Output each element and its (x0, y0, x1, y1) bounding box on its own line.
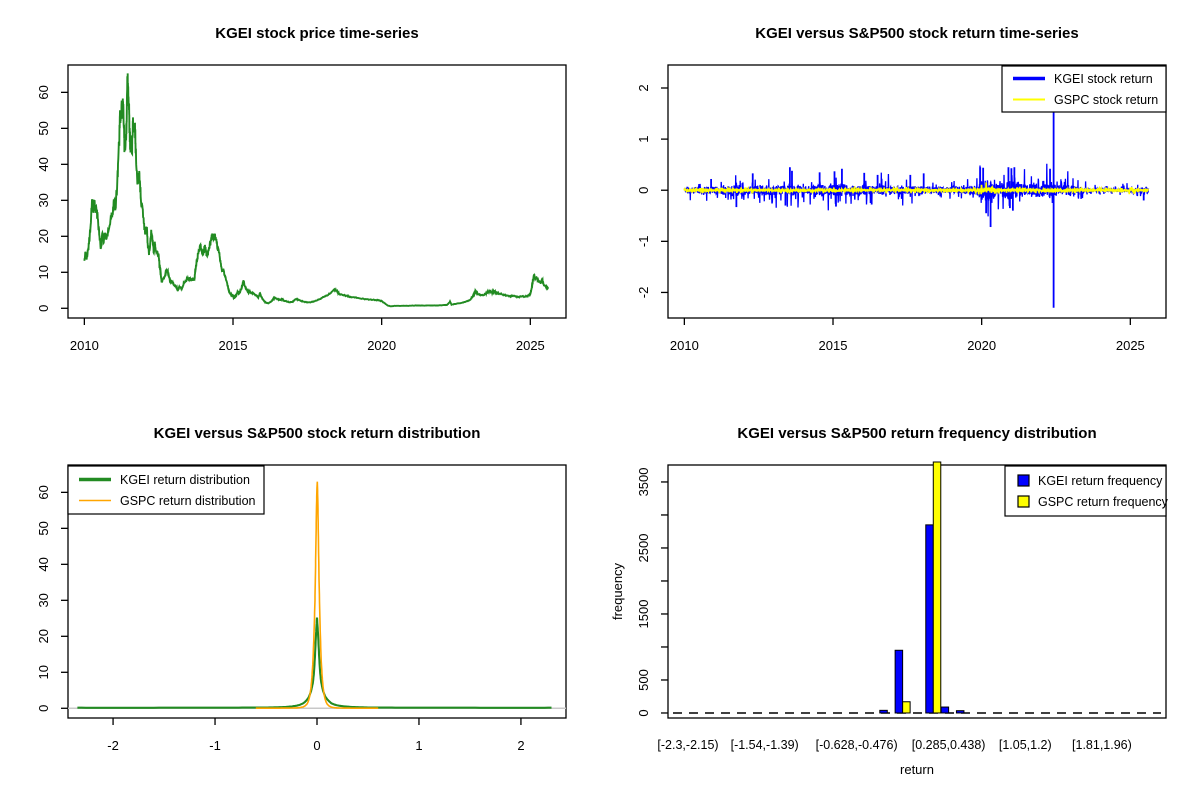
y-tick-label: 1500 (636, 600, 651, 629)
plot-box (667, 64, 1167, 319)
panel-return-frequency: KGEI versus S&P500 return frequency dist… (600, 400, 1200, 800)
x-tick-label: 2 (517, 738, 524, 753)
series-kgei-return-distribution (77, 617, 552, 709)
y-tick-label: -2 (636, 287, 651, 299)
x-tick-label: 2020 (367, 338, 396, 353)
y-tick-label: 2 (636, 84, 651, 91)
x-tick-label: 2015 (819, 338, 848, 353)
plot-box (67, 64, 567, 319)
y-tick-label: 0 (36, 305, 51, 312)
x-tick-label: 2010 (70, 338, 99, 353)
y-tick-label: 20 (36, 229, 51, 243)
y-tick-label: 50 (36, 121, 51, 135)
legend-box (67, 465, 265, 515)
return-distribution-chart: KGEI versus S&P500 stock return distribu… (36, 425, 567, 753)
chart-title: KGEI stock price time-series (215, 25, 418, 42)
y-tick-label: 10 (36, 265, 51, 279)
y-tick-label: 30 (36, 193, 51, 207)
y-tick-label: 2500 (636, 534, 651, 563)
x-tick-label: 2025 (1116, 338, 1145, 353)
y-tick-label: 20 (36, 629, 51, 643)
bin-label: [-1.54,-1.39) (731, 738, 799, 752)
legend-label: KGEI return frequency (1038, 474, 1163, 488)
legend-label: KGEI stock return (1054, 72, 1153, 86)
bar-kgei (879, 709, 888, 714)
price-timeseries-chart: KGEI stock price time-series 0 10 20 30 40 50 6… (36, 25, 567, 353)
x-tick-label: 2010 (670, 338, 699, 353)
panel-return-distribution: KGEI versus S&P500 stock return distribu… (0, 400, 600, 800)
y-tick-label: 0 (36, 705, 51, 712)
x-tick-label: 2025 (516, 338, 545, 353)
bin-label: [1.05,1.2) (999, 738, 1052, 752)
y-tick-label: 40 (36, 157, 51, 171)
return-frequency-chart: KGEI versus S&P500 return frequency dist… (610, 425, 1169, 777)
return-timeseries-chart: KGEI versus S&P500 stock return time-ser… (636, 25, 1167, 353)
legend-label: GSPC return frequency (1038, 495, 1169, 509)
series-gspc-stock-return (683, 182, 1150, 196)
x-tick-label: 2020 (967, 338, 996, 353)
panel-price-timeseries: KGEI stock price time-series 0 10 20 30 40 50 6… (0, 0, 600, 400)
y-tick-label: -1 (636, 236, 651, 248)
y-axis-label: frequency (610, 562, 625, 620)
x-tick-label: 1 (415, 738, 422, 753)
legend-label: KGEI return distribution (120, 473, 250, 487)
bar-gspc (932, 461, 942, 714)
y-tick-label: 50 (36, 521, 51, 535)
plot-box (667, 464, 1167, 719)
bin-label: [0.285,0.438) (912, 738, 986, 752)
x-tick-label: 0 (313, 738, 320, 753)
bar-gspc (902, 701, 911, 714)
y-tick-label: 0 (636, 187, 651, 194)
bar-kgei (894, 649, 904, 714)
y-tick-label: 60 (36, 485, 51, 499)
chart-title: KGEI versus S&P500 stock return distribu… (154, 425, 481, 442)
y-tick-label: 3500 (636, 468, 651, 497)
bin-label: [-0.628,-0.476) (816, 738, 898, 752)
x-axis-label: return (900, 762, 934, 777)
bar-kgei (925, 524, 934, 714)
legend-box (1004, 465, 1167, 517)
legend-square-sample (1017, 495, 1030, 508)
panel-return-timeseries: KGEI versus S&P500 stock return time-ser… (600, 0, 1200, 400)
legend-label: GSPC stock return (1054, 93, 1158, 107)
legend-square-sample (1017, 474, 1030, 487)
series-gspc-return-distribution (255, 481, 379, 709)
chart-title: KGEI versus S&P500 stock return time-ser… (755, 25, 1078, 42)
x-tick-label: -1 (209, 738, 221, 753)
series-kgei-stock-price (83, 73, 550, 308)
chart-title: KGEI versus S&P500 return frequency dist… (737, 425, 1096, 442)
y-tick-label: 30 (36, 593, 51, 607)
bin-label: [1.81,1.96) (1072, 738, 1132, 752)
y-tick-label: 0 (636, 709, 651, 716)
y-tick-label: 40 (36, 557, 51, 571)
y-tick-label: 500 (636, 669, 651, 691)
y-tick-label: 10 (36, 665, 51, 679)
bar-kgei (955, 710, 965, 714)
legend-box (1001, 65, 1167, 113)
y-tick-label: 1 (636, 135, 651, 142)
legend-label: GSPC return distribution (120, 494, 256, 508)
y-tick-label: 60 (36, 85, 51, 99)
bin-label: [-2.3,-2.15) (657, 738, 718, 752)
x-tick-label: 2015 (219, 338, 248, 353)
x-tick-label: -2 (107, 738, 119, 753)
bar-kgei (940, 706, 950, 714)
